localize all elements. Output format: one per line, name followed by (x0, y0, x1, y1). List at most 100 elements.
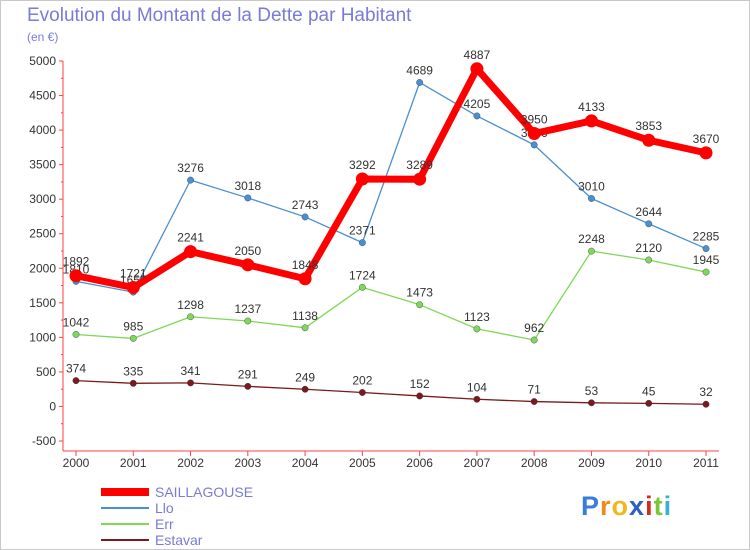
logo-letter: x (629, 491, 646, 521)
data-point (530, 336, 538, 344)
y-tick-label: 2000 (29, 261, 56, 275)
data-point (184, 245, 198, 259)
data-point (358, 239, 366, 247)
series-line-saillagouse (75, 65, 707, 292)
data-point (645, 399, 653, 407)
logo-letter: i (645, 491, 654, 521)
data-label: 3950 (521, 113, 548, 127)
x-tick-label: 2006 (406, 456, 433, 470)
data-point (72, 377, 80, 385)
data-label: 4689 (406, 63, 433, 77)
data-point (645, 220, 653, 228)
data-point (187, 379, 194, 387)
data-point (241, 258, 255, 272)
data-label: 4205 (464, 97, 491, 111)
logo-letter: r (600, 491, 612, 521)
x-tick-label: 2004 (292, 456, 319, 470)
data-label: 3010 (578, 179, 605, 193)
data-point (244, 317, 252, 325)
y-tick-label: 0 (49, 399, 56, 413)
data-label: 3853 (635, 119, 662, 133)
data-point (588, 247, 595, 255)
y-tick-label: 3000 (29, 192, 56, 206)
data-point (416, 301, 424, 309)
data-label: 2743 (292, 198, 319, 212)
data-label: 1123 (464, 310, 490, 324)
y-tick-label: 4500 (29, 89, 56, 103)
data-point (129, 379, 137, 387)
data-label: 1724 (349, 268, 376, 282)
data-point (301, 213, 309, 221)
data-label: 962 (524, 321, 544, 335)
series-line-err (75, 250, 707, 341)
x-tick-label: 2005 (349, 456, 376, 470)
data-label: 1848 (292, 258, 319, 272)
data-label: 1721 (120, 267, 147, 281)
data-label: 2120 (635, 241, 662, 255)
x-tick-label: 2007 (464, 456, 491, 470)
data-point (358, 283, 366, 291)
data-point (129, 334, 137, 342)
data-label: 3670 (693, 132, 720, 146)
data-point (702, 245, 710, 252)
data-label: 3018 (234, 179, 261, 193)
y-tick-label: 1500 (29, 296, 56, 310)
legend-label: SAILLAGOUSE (155, 484, 253, 500)
data-point (473, 325, 481, 333)
y-tick-label: 5000 (29, 54, 56, 68)
data-point (530, 141, 538, 149)
data-point (301, 324, 309, 332)
data-point (244, 382, 252, 390)
data-label: 1945 (693, 253, 720, 267)
data-point (244, 194, 252, 202)
data-point (584, 114, 598, 128)
y-tick-label: 1000 (29, 330, 56, 344)
data-label: 2285 (693, 230, 720, 244)
data-label: 291 (238, 367, 258, 381)
x-tick-label: 2010 (635, 456, 662, 470)
data-point (530, 398, 538, 405)
data-label: 1892 (63, 255, 90, 269)
data-label: 4887 (464, 48, 491, 62)
data-label: 2248 (578, 232, 605, 246)
y-tick-label: 2500 (29, 227, 56, 241)
data-label: 3292 (349, 158, 376, 172)
data-label: 335 (123, 364, 143, 378)
chart-title: Evolution du Montant de la Dette par Hab… (27, 5, 412, 26)
data-point (72, 331, 80, 338)
data-point (642, 133, 656, 147)
logo-letter: i (663, 491, 673, 521)
data-label: 71 (528, 383, 542, 397)
data-point (702, 268, 710, 276)
x-tick-label: 2008 (521, 456, 548, 470)
data-label: 32 (699, 385, 713, 399)
data-point (355, 172, 369, 186)
data-point (588, 399, 595, 407)
data-label: 4133 (578, 100, 605, 114)
y-tick-label: 3500 (29, 158, 56, 172)
x-tick-label: 2001 (120, 456, 147, 470)
data-label: 2241 (177, 231, 204, 245)
data-point (470, 62, 484, 76)
data-point (187, 313, 194, 321)
data-label: 3276 (177, 161, 204, 175)
data-point (527, 127, 541, 141)
x-tick-label: 2009 (578, 456, 605, 470)
data-label: 2050 (234, 244, 261, 258)
data-point (699, 146, 713, 160)
data-point (645, 256, 653, 264)
logo-letter: P (581, 491, 601, 521)
series-line-estavar (75, 379, 707, 405)
data-label: 3289 (406, 158, 433, 172)
data-point (702, 400, 710, 408)
data-label: 53 (585, 384, 599, 398)
data-point (588, 195, 595, 202)
data-point (358, 389, 366, 396)
data-label: 45 (642, 384, 656, 398)
legend-label: Estavar (155, 532, 203, 548)
data-point (298, 272, 312, 286)
data-label: 1298 (177, 298, 204, 312)
chart-unit: (en €) (27, 30, 59, 44)
